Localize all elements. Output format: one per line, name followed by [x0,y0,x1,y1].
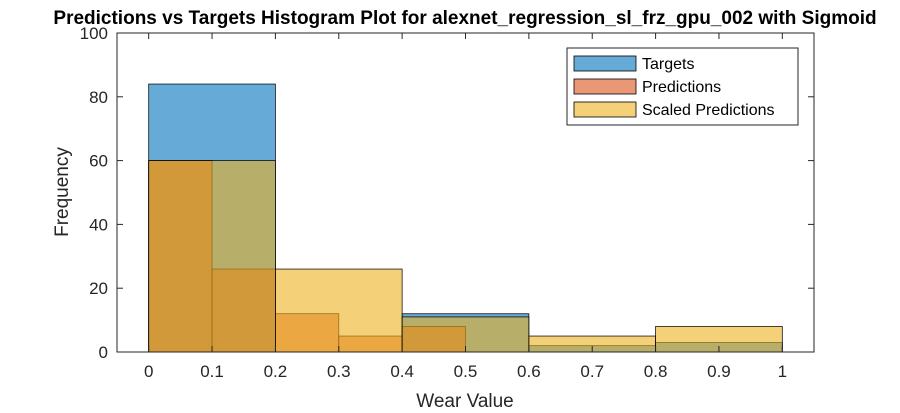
y-axis-label: Frequency [52,147,73,237]
legend: Targets Predictions Scaled Predictions [566,47,799,126]
x-tick-label-6: 0.6 [517,362,541,381]
x-tick-label-9: 0.9 [707,362,731,381]
legend-label-targets: Targets [642,56,694,73]
legend-label-predictions: Predictions [642,79,721,96]
x-tick-label-3: 0.3 [327,362,351,381]
x-tick-label-4: 0.4 [390,362,414,381]
axes-layer: 0 0.1 0.2 0.3 0.4 0.5 0.6 0.7 0.8 0.9 1 0 20 40 60 80 10… [80,24,815,381]
scaled-predictions-bar-0 [148,160,276,353]
x-tick-label-2: 0.2 [264,362,288,381]
legend-swatch-targets [573,55,637,72]
x-tick-label-1: 0.1 [200,362,224,381]
y-tick-label-0: 0 [99,343,108,362]
x-tick-label-8: 0.8 [644,362,668,381]
legend-swatch-predictions [573,78,637,95]
legend-swatch-scaled-predictions [573,101,637,118]
y-tick-label-5: 100 [80,24,108,43]
x-tick-label-5: 0.5 [454,362,478,381]
scaled-predictions-bar-1 [275,268,403,353]
chart-title: Predictions vs Targets Histogram Plot fo… [53,8,876,29]
x-tick-label-0: 0 [144,362,153,381]
y-tick-label-2: 40 [89,215,108,234]
y-tick-label-1: 20 [89,279,108,298]
x-axis-label: Wear Value [416,391,514,412]
y-tick-label-3: 60 [89,152,108,171]
x-tick-label-7: 0.7 [580,362,604,381]
y-tick-label-4: 80 [89,88,108,107]
legend-label-scaled-predictions: Scaled Predictions [642,102,775,119]
x-tick-label-10: 1 [778,362,787,381]
